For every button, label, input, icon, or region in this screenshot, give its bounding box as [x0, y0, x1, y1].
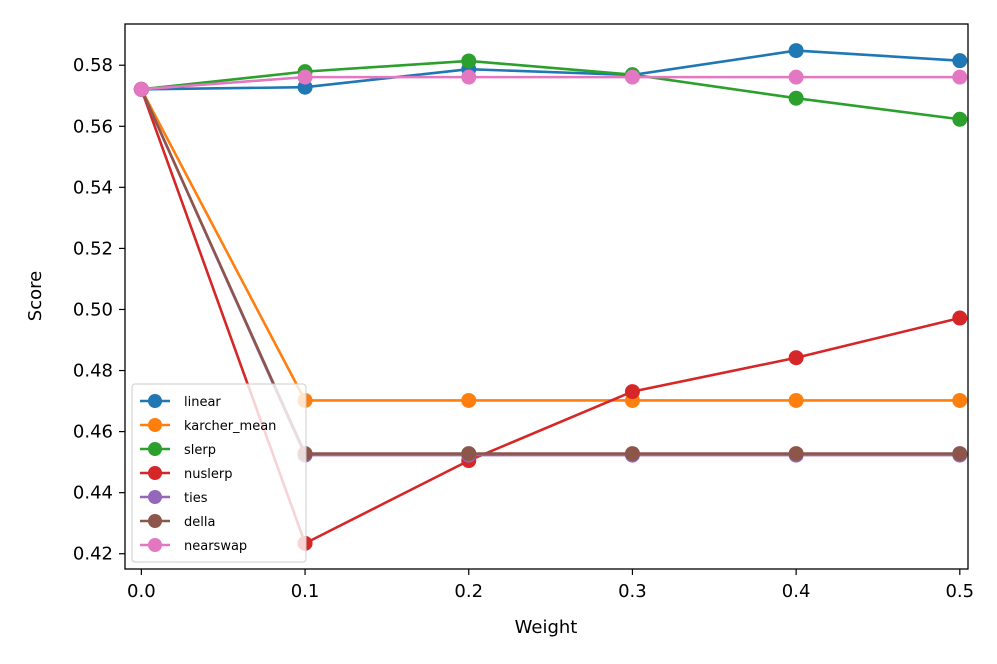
y-tick-label: 0.56 — [73, 116, 113, 137]
data-point — [461, 392, 477, 408]
legend-marker — [148, 418, 162, 432]
y-tick-label: 0.46 — [73, 422, 113, 443]
y-tick-label: 0.54 — [73, 177, 113, 198]
data-point — [952, 446, 968, 462]
plot-marks — [133, 43, 968, 551]
x-axis-label: Weight — [515, 617, 578, 638]
y-axis-label: Score — [25, 271, 46, 321]
legend-label: ties — [184, 491, 208, 506]
x-tick-label: 0.3 — [618, 581, 647, 602]
legend-marker — [148, 538, 162, 552]
series-line-karcher_mean — [140, 88, 960, 402]
data-point — [788, 446, 804, 462]
legend-marker — [148, 514, 162, 528]
data-point — [952, 392, 968, 408]
data-point — [624, 384, 640, 400]
data-point — [624, 446, 640, 462]
data-point — [952, 111, 968, 127]
data-point — [461, 69, 477, 85]
data-point — [461, 53, 477, 69]
legend-label: della — [184, 515, 215, 530]
y-tick-label: 0.48 — [73, 361, 113, 382]
data-point — [788, 392, 804, 408]
legend-item: nuslerp — [140, 466, 232, 482]
x-tick-label: 0.2 — [454, 581, 483, 602]
x-tick-label: 0.5 — [945, 581, 974, 602]
legend-label: nuslerp — [184, 467, 232, 482]
legend-marker — [148, 394, 162, 408]
data-point — [788, 90, 804, 106]
y-tick-label: 0.52 — [73, 238, 113, 259]
data-point — [952, 53, 968, 69]
legend-item: della — [140, 514, 215, 530]
legend-item: ties — [140, 490, 208, 506]
series-line-linear — [141, 49, 960, 91]
legend-label: slerp — [184, 443, 216, 458]
data-point — [952, 310, 968, 326]
data-point — [952, 69, 968, 85]
legend-item: karcher_mean — [140, 418, 276, 434]
legend-label: karcher_mean — [184, 419, 276, 434]
legend-item: slerp — [140, 442, 216, 458]
x-tick-label: 0.0 — [127, 581, 156, 602]
series-line-slerp — [141, 59, 960, 121]
x-tick-label: 0.1 — [291, 581, 320, 602]
legend-label: nearswap — [184, 539, 247, 554]
plot-frame — [124, 23, 969, 570]
data-point — [297, 69, 313, 85]
data-point — [788, 43, 804, 59]
data-point — [624, 69, 640, 85]
y-tick-label: 0.44 — [73, 483, 113, 504]
legend-item: linear — [140, 394, 221, 410]
legend-box — [131, 383, 307, 563]
legend-label: linear — [184, 395, 221, 410]
y-tick-label: 0.42 — [73, 544, 113, 565]
data-point — [788, 69, 804, 85]
x-axis-ticks: 0.0 0.1 0.2 0.3 0.4 0.5 — [127, 569, 974, 602]
legend-marker — [148, 442, 162, 456]
data-point — [461, 446, 477, 462]
legend-item: nearswap — [140, 538, 247, 554]
legend-marker — [148, 466, 162, 480]
legend-marker — [148, 490, 162, 504]
x-tick-label: 0.4 — [782, 581, 811, 602]
series-line-nearswap — [141, 75, 960, 91]
y-tick-label: 0.58 — [73, 55, 113, 76]
y-axis-ticks: 0.42 0.44 0.46 0.48 0.50 0.52 0.54 0.56 0.58 — [73, 55, 125, 565]
data-point — [788, 350, 804, 366]
data-point — [133, 81, 149, 97]
y-tick-label: 0.50 — [73, 299, 113, 320]
series-nearswap — [133, 69, 968, 97]
